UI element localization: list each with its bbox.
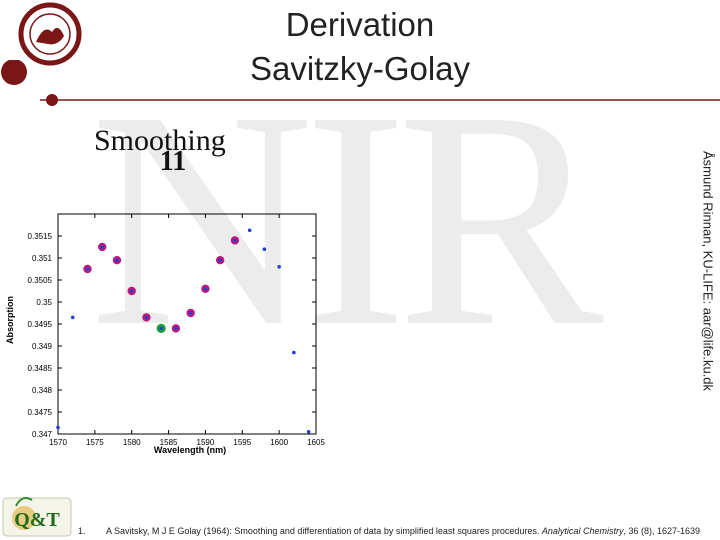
- y-axis-label: Absorption: [5, 296, 15, 344]
- raw-point: [218, 258, 222, 262]
- absorption-chart: 0.347 0.3475 0.348 0.3485 0.349 0.3495 0.35 0.3…: [5, 213, 325, 455]
- y-tick-label: 0.3485: [28, 364, 53, 373]
- smoothing-heading: Smoothing: [94, 124, 226, 157]
- raw-point: [174, 326, 178, 331]
- y-tick-label: 0.3475: [28, 408, 53, 417]
- qt-logo-text: Q&T: [14, 509, 60, 531]
- y-tick-label: 0.348: [32, 386, 53, 395]
- raw-point: [56, 425, 60, 430]
- x-tick-label: 1585: [160, 438, 178, 447]
- raw-point: [306, 430, 311, 434]
- footnote-citation: A Savitsky, M J E Golay (1964): Smoothin…: [106, 526, 700, 536]
- y-tick-label: 0.3505: [28, 276, 53, 285]
- window-size-label: 11: [159, 146, 187, 177]
- raw-point: [159, 326, 163, 331]
- raw-point: [203, 287, 208, 291]
- x-tick-label: 1595: [233, 438, 251, 447]
- footnote-volume: , 36 (8), 1627-1639: [623, 526, 701, 536]
- title-line-1: Derivation: [285, 6, 435, 43]
- y-tick-label: 0.35: [36, 298, 52, 307]
- footnote-number: 1.: [78, 526, 86, 536]
- y-tick-label: 0.349: [32, 342, 53, 351]
- x-axis-label: Wavelength (nm): [154, 445, 226, 455]
- y-tick-label: 0.3495: [28, 320, 53, 329]
- nir-watermark: NIR: [90, 48, 604, 391]
- x-tick-label: 1580: [123, 438, 141, 447]
- raw-point: [100, 245, 105, 249]
- raw-point: [262, 247, 267, 251]
- author-sidebar: Åsmund Rinnan, KU-LIFE: aar@life.ku.dk: [698, 151, 718, 391]
- x-tick-label: 1570: [49, 438, 67, 447]
- raw-point: [144, 315, 149, 320]
- raw-point: [129, 289, 134, 293]
- title-line-2: Savitzky-Golay: [249, 50, 471, 87]
- x-tick-label: 1605: [307, 438, 325, 447]
- x-tick-label: 1590: [197, 438, 215, 447]
- raw-point: [115, 258, 119, 262]
- raw-point: [277, 265, 281, 269]
- raw-point: [292, 350, 296, 355]
- footnote-text: A Savitsky, M J E Golay (1964): Smoothin…: [106, 526, 540, 536]
- raw-point: [70, 315, 75, 320]
- y-tick-label: 0.347: [32, 430, 53, 439]
- qt-logo: Q&T: [2, 497, 72, 537]
- y-tick-label: 0.3515: [28, 232, 53, 241]
- plot-area: [57, 213, 317, 435]
- footnote-journal: Analytical Chemistry: [541, 526, 624, 536]
- raw-point: [233, 238, 237, 243]
- university-seal-logo: [18, 2, 82, 66]
- x-tick-label: 1600: [270, 438, 288, 447]
- raw-point: [188, 311, 193, 315]
- header-rule: [1, 60, 720, 106]
- y-tick-label: 0.351: [32, 254, 53, 263]
- author-contact-text: Åsmund Rinnan, KU-LIFE: aar@life.ku.dk: [700, 150, 716, 392]
- raw-point: [247, 228, 252, 233]
- x-tick-label: 1575: [86, 438, 104, 447]
- raw-point: [85, 267, 90, 271]
